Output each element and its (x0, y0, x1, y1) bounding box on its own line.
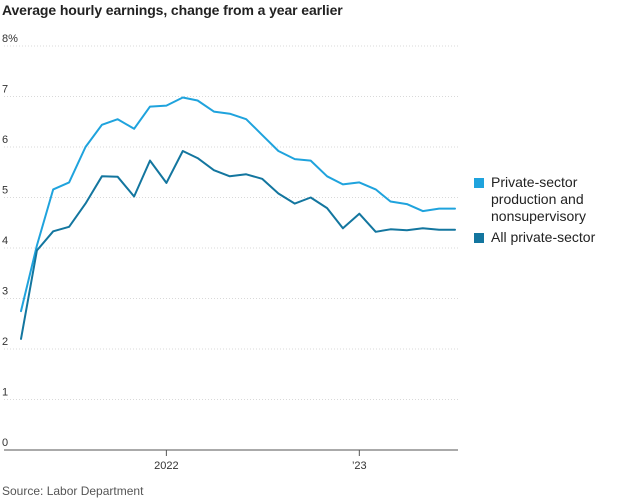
x-tick-label: ’23 (352, 460, 367, 472)
y-tick-label: 2 (2, 336, 8, 348)
x-tick-label: 2022 (154, 460, 178, 472)
series-line-0 (20, 96, 456, 313)
y-tick-label: 8% (2, 33, 18, 45)
y-tick-label: 0 (2, 437, 8, 449)
y-tick-label: 1 (2, 387, 8, 399)
chart-title: Average hourly earnings, change from a y… (2, 2, 343, 18)
line-chart: 0 1 2 3 4 5 6 7 8% 2022 ’23 (2, 33, 458, 472)
legend-item-all-private: All private-sector (474, 229, 620, 246)
legend-label-all-private: All private-sector (491, 229, 596, 245)
legend-item-production: Private-sector production and nonsupervi… (474, 174, 620, 225)
series-line-1 (20, 150, 456, 340)
chart-legend: Private-sector production and nonsupervi… (474, 174, 620, 250)
legend-label-production: Private-sector production and nonsupervi… (491, 174, 586, 224)
y-tick-label: 3 (2, 286, 8, 298)
legend-swatch-production (474, 178, 484, 188)
y-tick-label: 5 (2, 185, 8, 197)
source-note: Source: Labor Department (2, 484, 144, 498)
y-tick-label: 4 (2, 235, 8, 247)
legend-swatch-all-private (474, 233, 484, 243)
y-tick-label: 7 (2, 84, 8, 96)
y-tick-label: 6 (2, 134, 8, 146)
